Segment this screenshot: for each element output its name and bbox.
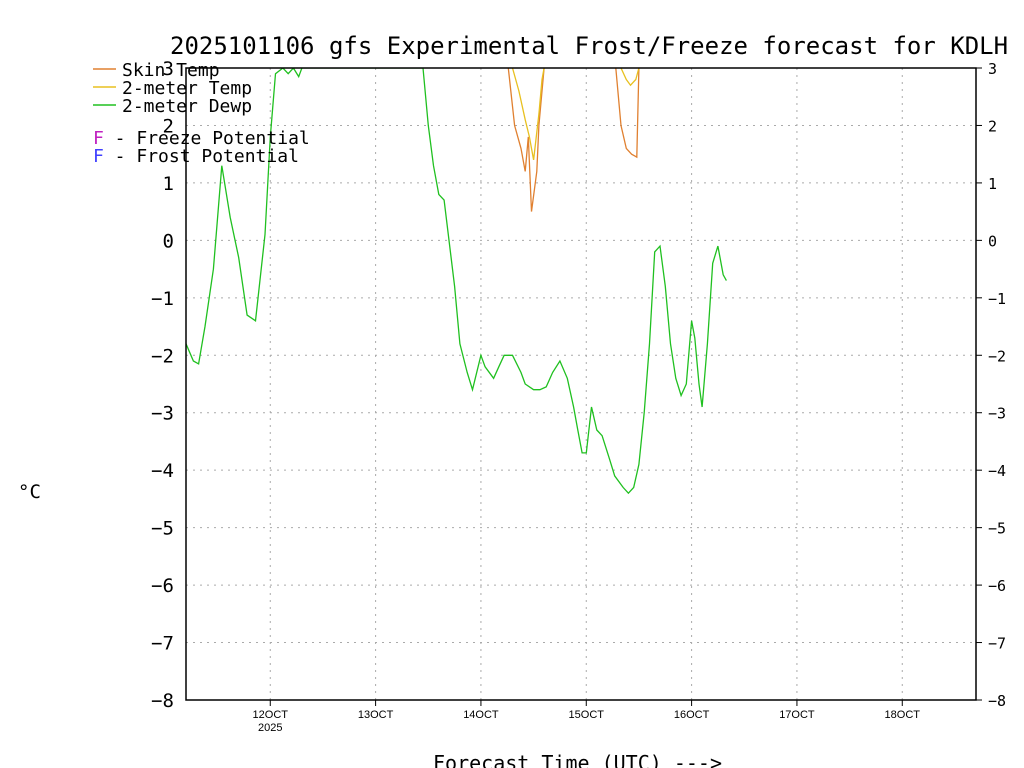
- y-tick-label: 3: [163, 58, 174, 80]
- y-tick-label-right: −3: [988, 405, 1006, 423]
- legend-label: 2-meter Temp: [122, 78, 252, 99]
- y-tick-label: −1: [151, 288, 174, 310]
- y-tick-label: 1: [163, 173, 174, 195]
- y-tick-label-right: −5: [988, 520, 1006, 538]
- y-tick-label-right: −4: [988, 462, 1006, 480]
- potential-text: - Freeze Potential: [104, 128, 310, 149]
- y-tick-label-right: −7: [988, 635, 1006, 653]
- x-tick-label: 18OCT: [885, 709, 921, 721]
- y-tick-label: −6: [151, 575, 174, 597]
- y-tick-label: −7: [151, 633, 174, 655]
- legend-label: 2-meter Dewp: [122, 96, 252, 117]
- series-line-skin-temp: [507, 68, 545, 212]
- y-tick-label-right: −1: [988, 290, 1006, 308]
- x-tick-sublabel: 2025: [258, 722, 282, 734]
- series-line-skin-temp: [615, 68, 640, 159]
- x-axis-label: Forecast Time (UTC) --->: [433, 751, 722, 768]
- y-axis-label: °C: [18, 481, 41, 503]
- x-tick-label: 16OCT: [674, 709, 710, 721]
- x-tick-label: 15OCT: [569, 709, 605, 721]
- grid-lines: [186, 68, 976, 700]
- y-tick-label-right: 0: [988, 232, 997, 250]
- y-tick-label: −5: [151, 518, 174, 540]
- potential-text: - Frost Potential: [104, 146, 299, 167]
- series-line-2-meter-temp: [620, 68, 640, 87]
- y-tick-label: 2: [163, 115, 174, 137]
- y-tick-label: −4: [151, 460, 174, 482]
- y-tick-label-right: −6: [988, 577, 1006, 595]
- legend-potential: F - Frost Potential: [93, 146, 299, 167]
- plot-frame: [185, 67, 977, 701]
- series-layer: [186, 68, 727, 495]
- y-tick-label-right: 3: [988, 60, 997, 78]
- y-tick-label-right: −8: [988, 692, 1006, 710]
- potential-letter: F: [93, 128, 104, 149]
- y-tick-label-right: −2: [988, 347, 1006, 365]
- y-tick-label: −2: [151, 345, 174, 367]
- chart-title: 2025101106 gfs Experimental Frost/Freeze…: [170, 32, 1008, 60]
- axes: −8 −8 −7 −7 −6 −6 −5 −5 −4 −4 −3 −3 −2 −2 −1 −1 0 0 1 1 2 2 3 3…: [151, 58, 1006, 734]
- y-tick-label-right: 1: [988, 175, 997, 193]
- x-tick-label: 17OCT: [779, 709, 815, 721]
- x-tick-label: 13OCT: [358, 709, 394, 721]
- y-tick-label: −8: [151, 690, 174, 712]
- x-tick-label: 12OCT: [253, 709, 289, 721]
- x-tick-label: 14OCT: [463, 709, 499, 721]
- potential-letter: F: [93, 146, 104, 167]
- legend-label: Skin Temp: [122, 60, 220, 81]
- y-tick-label: −3: [151, 403, 174, 425]
- y-tick-label: 0: [163, 230, 174, 252]
- legend-potential: F - Freeze Potential: [93, 128, 310, 149]
- y-tick-label-right: 2: [988, 117, 997, 135]
- series-line-2-meter-dewp: [186, 68, 727, 495]
- series-line-2-meter-temp: [511, 68, 545, 161]
